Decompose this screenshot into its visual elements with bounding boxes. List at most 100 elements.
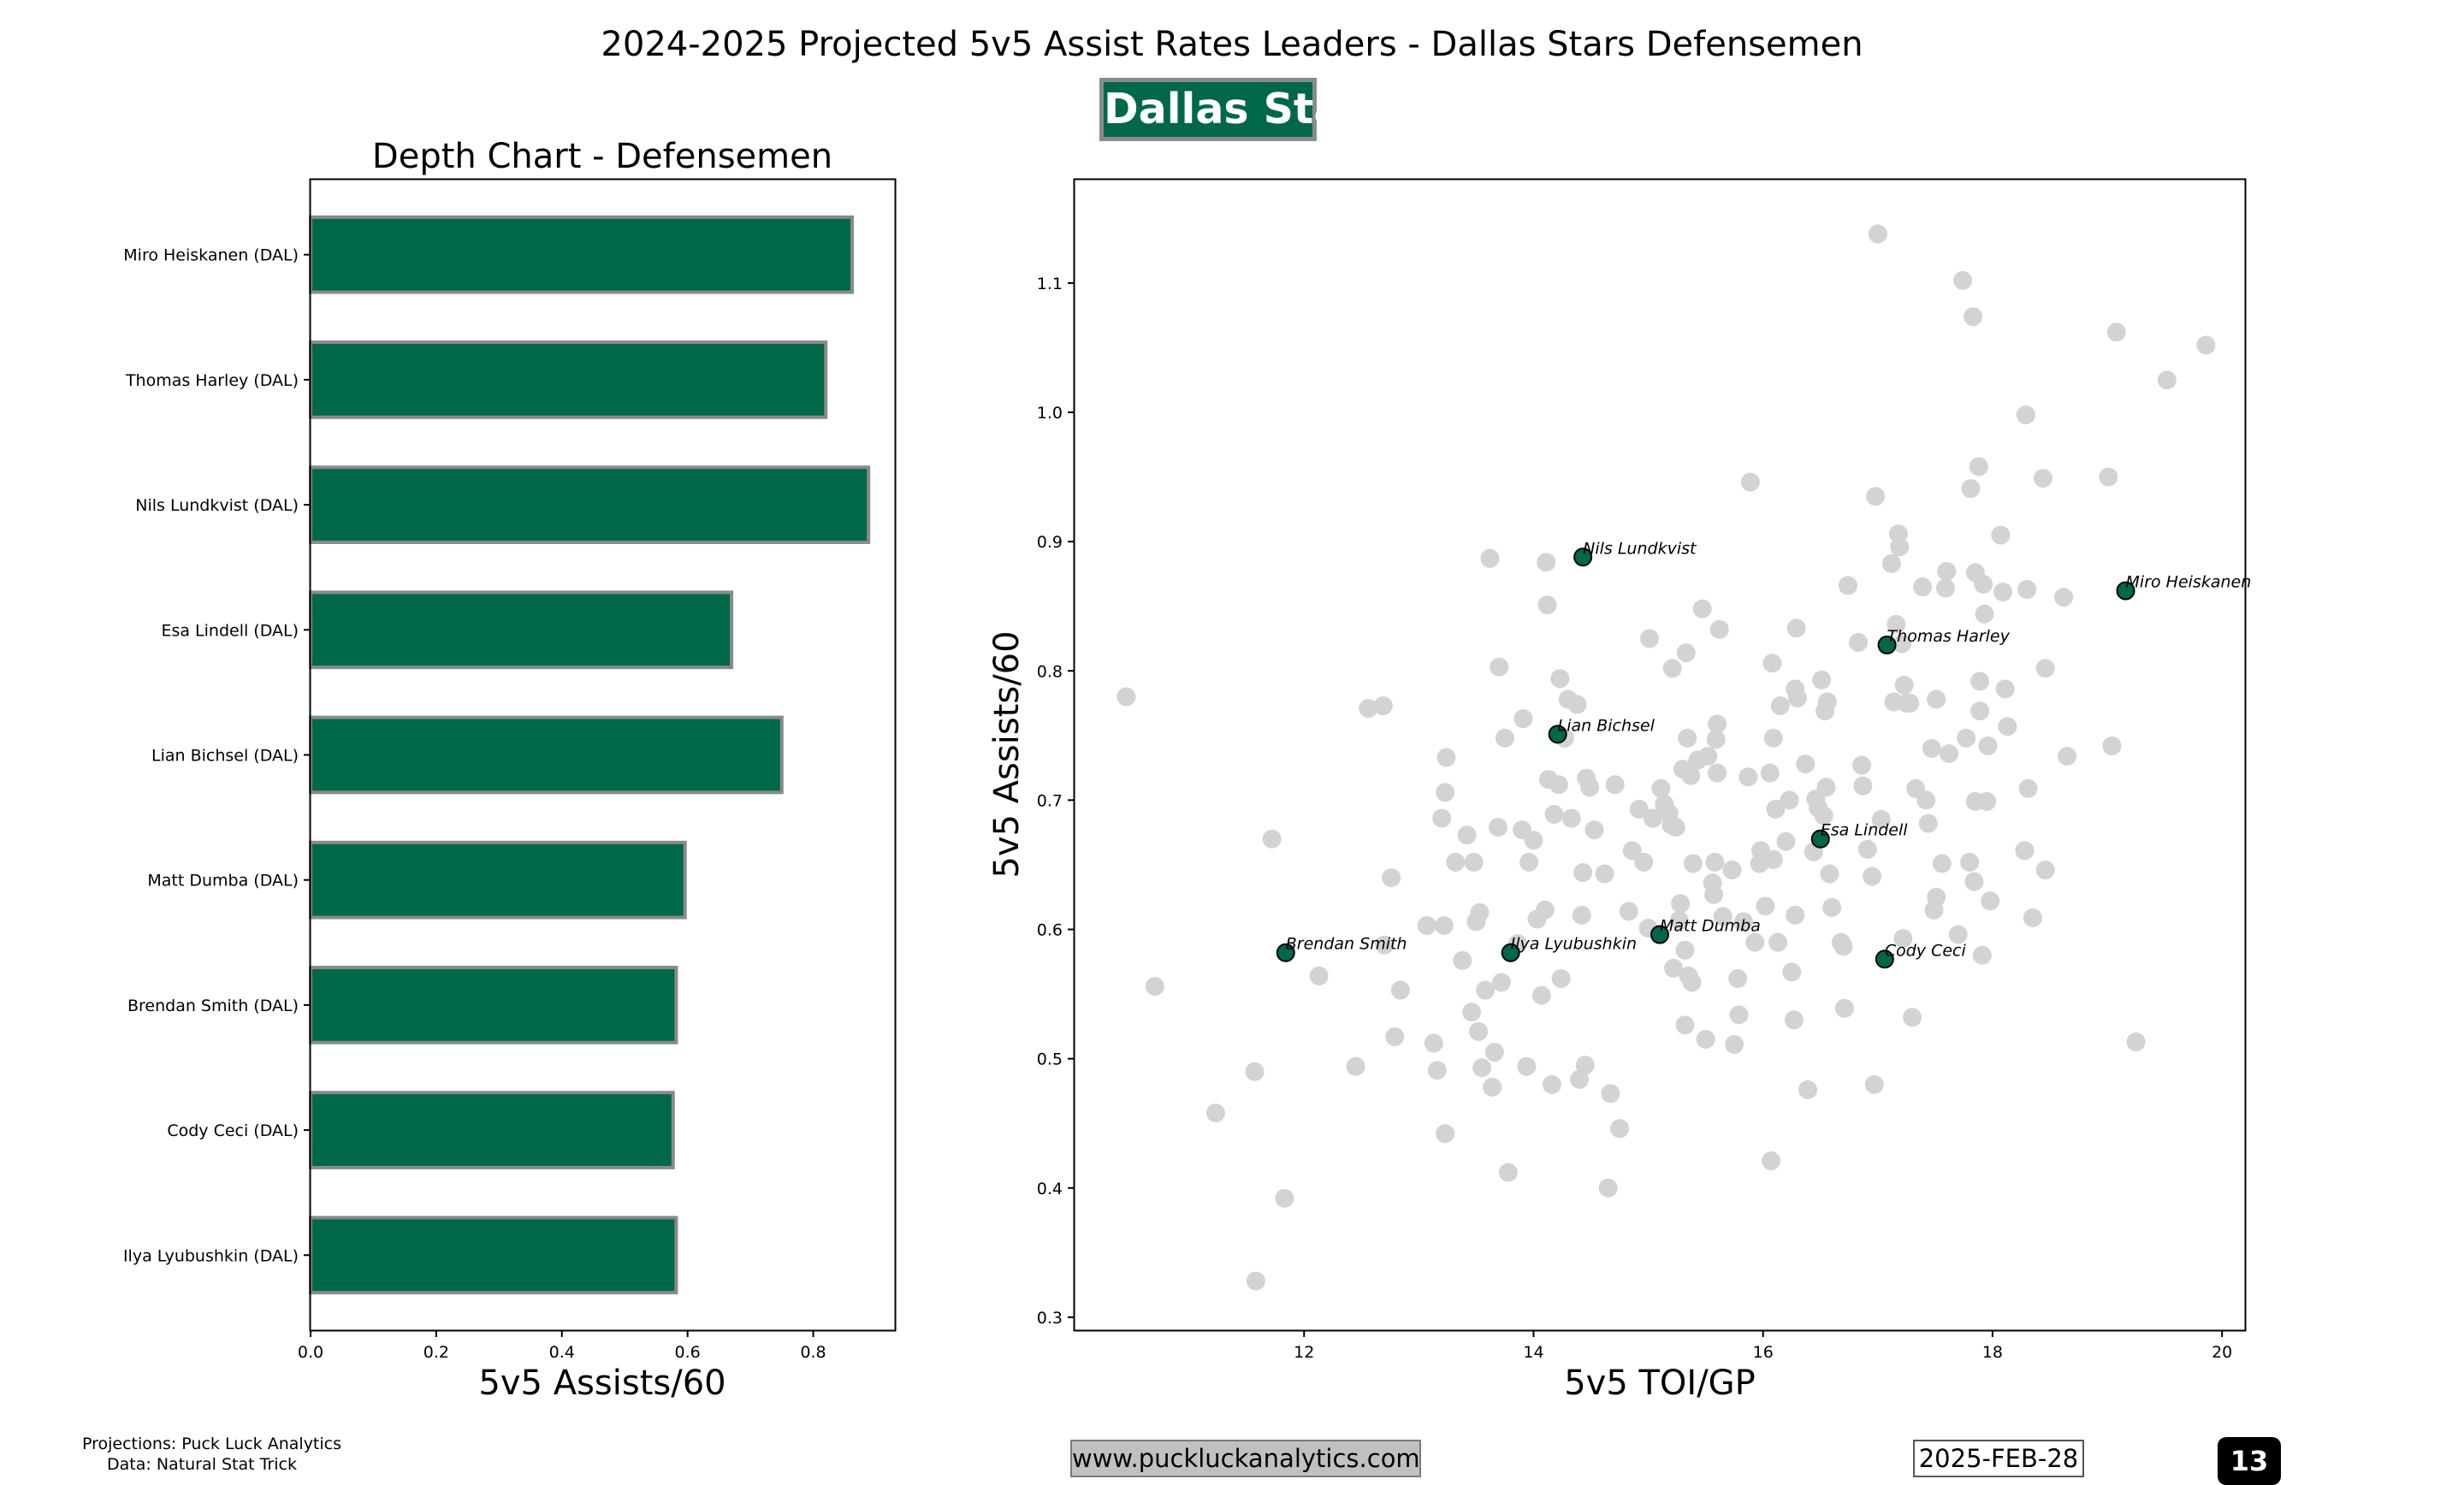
league-point <box>2015 841 2035 861</box>
x-tick-label: 0.6 <box>675 1343 701 1362</box>
team-point-label: Thomas Harley <box>1887 627 2011 646</box>
league-point <box>1964 307 1983 327</box>
league-point <box>2106 322 2126 342</box>
league-point <box>1993 583 2013 602</box>
team-points: Miro Heiskanen Thomas Harley Nils Lundkvis… <box>1276 539 2252 969</box>
league-point <box>1676 643 1696 663</box>
league-point <box>1977 791 1997 811</box>
league-point <box>1913 577 1933 597</box>
league-point <box>1964 872 1984 891</box>
league-point <box>1550 669 1570 689</box>
team-point <box>1810 829 1830 849</box>
website-link[interactable]: www.puckluckanalytics.com <box>1070 1440 1421 1477</box>
league-point <box>1427 1061 1447 1080</box>
league-point <box>2016 405 2035 425</box>
bar <box>309 966 678 1044</box>
league-point <box>1770 696 1790 716</box>
league-point <box>1666 818 1685 837</box>
league-point <box>1551 968 1571 988</box>
league-point <box>1681 766 1701 785</box>
league-point <box>1890 537 1910 557</box>
league-point <box>2196 335 2216 355</box>
league-point <box>1651 778 1671 798</box>
league-point <box>1816 778 1836 797</box>
team-point-label: Miro Heiskanen <box>2126 573 2252 592</box>
team-point <box>1548 725 1567 744</box>
data-credit: Data: Natural Stat Trick <box>107 1455 297 1474</box>
league-point <box>1498 1163 1518 1182</box>
league-point <box>1935 578 1955 598</box>
league-point <box>1462 1003 1482 1022</box>
league-point <box>1664 958 1684 978</box>
y-tick-label: Esa Lindell (DAL) <box>161 621 299 640</box>
league-point <box>1894 675 1914 695</box>
league-point <box>1116 687 1136 707</box>
league-point <box>1995 679 2015 699</box>
league-point <box>1972 945 1992 965</box>
league-point <box>2035 659 2055 678</box>
y-tick-label: 1.1 <box>1037 275 1063 293</box>
league-point <box>1595 864 1614 884</box>
league-point <box>2033 469 2052 488</box>
league-point <box>1932 854 1952 873</box>
league-point <box>1537 595 1557 615</box>
league-point <box>2054 588 2074 607</box>
league-point <box>1706 730 1726 749</box>
league-point <box>1768 932 1788 952</box>
league-point <box>1570 1069 1590 1089</box>
league-point <box>1961 479 1981 499</box>
league-point <box>1756 896 1775 916</box>
league-point <box>1868 224 1887 244</box>
league-point <box>1760 763 1780 783</box>
league-point <box>1784 1010 1804 1030</box>
league-point <box>1991 525 2011 545</box>
league-point <box>1725 1035 1744 1055</box>
league-point <box>1787 689 1807 708</box>
league-point <box>1852 755 1872 775</box>
scatter-x-axis-ticks: 12 14 16 18 20 <box>1294 1330 2232 1362</box>
x-tick-label: 18 <box>1982 1343 2003 1362</box>
x-tick-label: 0.8 <box>800 1343 826 1362</box>
league-point <box>1373 696 1393 716</box>
league-point <box>1762 654 1782 673</box>
league-point <box>1927 887 1946 907</box>
y-tick-label: 0.7 <box>1037 791 1063 810</box>
y-tick-label: Matt Dumba (DAL) <box>147 872 299 890</box>
league-points <box>1116 224 2216 1291</box>
league-point <box>1738 767 1758 787</box>
league-point <box>1812 670 1832 689</box>
league-point <box>1728 968 1748 988</box>
scatter-panel: Miro Heiskanen Thomas Harley Nils Lundkvis… <box>987 178 2252 1403</box>
league-point <box>1542 1074 1561 1094</box>
league-point <box>1610 1119 1630 1139</box>
league-point <box>1692 599 1712 618</box>
league-point <box>1572 905 1591 925</box>
league-point <box>1544 805 1564 825</box>
y-tick-label: Ilya Lyubushkin (DAL) <box>123 1246 299 1265</box>
league-point <box>1683 854 1703 873</box>
depth-chart-panel: Depth Chart - Defensemen 0.0 0.2 0.4 0.6 0.8… <box>123 137 897 1403</box>
league-point <box>1798 1080 1818 1099</box>
team-point-label: Brendan Smith <box>1286 935 1407 954</box>
league-point <box>1424 1033 1443 1053</box>
team-point <box>1875 950 1894 969</box>
league-point <box>1886 614 1906 634</box>
league-point <box>1488 818 1507 837</box>
team-point-label: Cody Ceci <box>1885 941 1967 960</box>
league-point <box>1698 747 1718 766</box>
league-point <box>1580 778 1600 797</box>
bar <box>309 465 871 544</box>
league-point <box>1567 695 1587 714</box>
league-point <box>1457 825 1477 845</box>
bar-marks <box>309 215 871 1295</box>
league-point <box>1708 763 1727 783</box>
league-point <box>1709 619 1729 639</box>
league-point <box>1245 1062 1265 1081</box>
date-stamp: 2025-FEB-28 <box>1913 1440 2084 1477</box>
league-point <box>1776 831 1796 851</box>
league-point <box>1436 748 1456 767</box>
x-tick-label: 16 <box>1753 1343 1774 1362</box>
y-tick-label: 0.8 <box>1037 662 1063 681</box>
league-point <box>1857 839 1877 859</box>
league-point <box>1998 717 2017 737</box>
